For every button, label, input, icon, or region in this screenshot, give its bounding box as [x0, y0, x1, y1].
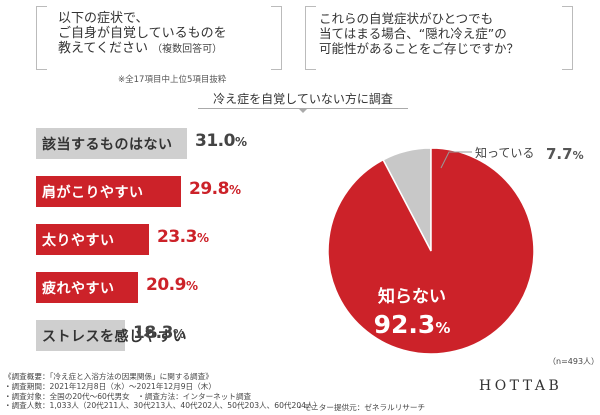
bar-value-label: 18.3%	[133, 323, 185, 343]
bar-category-label: ストレスを感じやすい	[42, 328, 187, 345]
provider-note: ・モニター提供元：ゼネラルリサーチ	[296, 403, 426, 412]
bar-row: 疲れやすい 20.9%	[36, 272, 296, 303]
bar: ストレスを感じやすい	[36, 320, 187, 351]
slice-value-label: 92.3%	[374, 310, 451, 339]
selection-note: ※全17項目中上位5項目抜粋	[118, 75, 227, 85]
bar-row: 肩がこりやすい 29.8%	[36, 176, 296, 207]
footer-line: 《調査概要：「冷え症と入浴方法の因果関係」に関する調査》	[4, 372, 213, 381]
bar: 太りやすい	[36, 224, 149, 255]
question-right-text: これらの自覚症状がひとつでも 当てはまる場合、“隠れ冷え症”の 可能性があること…	[319, 11, 520, 56]
slice-label: 知っている	[475, 146, 534, 160]
sample-size-note: （n=493人）	[548, 357, 600, 366]
question-left-text: 以下の症状で、 ご自身が自覚しているものを 教えてください （複数回答可）	[58, 11, 227, 56]
callout-line	[440, 151, 472, 169]
slice-value-label: 7.7%	[546, 145, 584, 163]
bar-value-label: 23.3%	[157, 227, 209, 247]
bar: 該当するものはない	[36, 128, 187, 159]
brand-logo: HOTTAB	[479, 378, 563, 394]
bar-value-label: 29.8%	[189, 179, 241, 199]
question-left-box: 以下の症状で、 ご自身が自覚しているものを 教えてください （複数回答可）	[36, 6, 282, 70]
subtitle-pointer	[298, 108, 308, 113]
question-right-box: これらの自覚症状がひとつでも 当てはまる場合、“隠れ冷え症”の 可能性があること…	[305, 6, 573, 70]
bar: 肩がこりやすい	[36, 176, 181, 207]
bracket-left	[36, 6, 47, 70]
bar-value-label: 31.0%	[195, 131, 247, 151]
bracket-left	[305, 6, 316, 70]
pie-slice	[327, 147, 535, 355]
bar: 疲れやすい	[36, 272, 138, 303]
bar-value-label: 20.9%	[146, 275, 198, 295]
survey-footer: 《調査概要：「冷え症と入浴方法の因果関係」に関する調査》 ・調査期間：2021年…	[4, 372, 321, 411]
bracket-right	[562, 6, 573, 70]
question-left-sub: （複数回答可）	[152, 44, 223, 55]
footer-line: ・調査期間：2021年12月8日（水）〜2021年12月9日（木）	[4, 381, 216, 391]
bar-category-label: 該当するものはない	[42, 136, 173, 153]
footer-line: ・調査人数：1,033人（20代211人、30代213人、40代202人、50代…	[4, 401, 322, 411]
bracket-right	[271, 6, 282, 70]
subtitle-block: 冷え症を自覚していない方に調査	[198, 90, 408, 113]
bar-category-label: 太りやすい	[42, 232, 115, 249]
footer-line: ・調査対象：全国の20代〜60代男女 ・調査方法：インターネット調査	[4, 391, 252, 401]
subtitle: 冷え症を自覚していない方に調査	[213, 92, 393, 106]
bar-category-label: 疲れやすい	[42, 280, 115, 297]
bar-row: 太りやすい 23.3%	[36, 224, 296, 255]
bar-category-label: 肩がこりやすい	[42, 184, 144, 201]
bar-row: ストレスを感じやすい 18.3%	[36, 320, 296, 351]
slice-label: 知らない	[377, 286, 446, 307]
bar-row: 該当するものはない 31.0%	[36, 128, 296, 159]
